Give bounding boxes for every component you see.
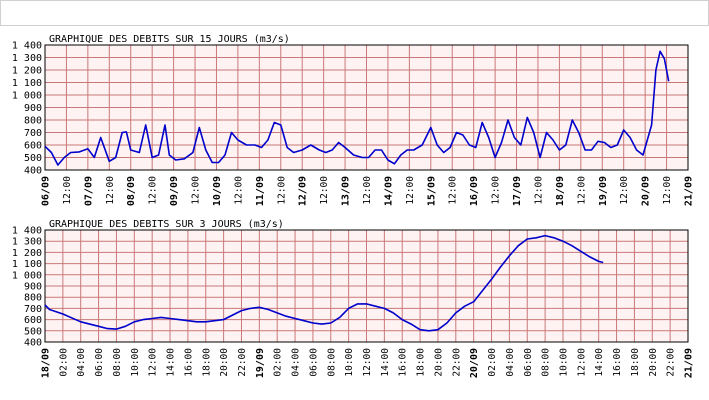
x-time-label: 12:00 (319, 176, 330, 205)
x-time-label: 22:00 (666, 348, 677, 377)
x-date-label: 21/09 (684, 176, 695, 206)
x-time-label: 04:00 (76, 348, 87, 377)
x-date-label: 09/09 (169, 176, 180, 206)
x-date-label: 07/09 (83, 176, 94, 206)
x-time-label: 02:00 (58, 348, 69, 377)
x-date-label: 15/09 (426, 176, 437, 206)
flow-series-line (44, 234, 604, 332)
y-tick-label: 1 000 (12, 91, 42, 102)
x-date-label: 19/09 (255, 348, 266, 378)
y-tick-label: 800 (24, 116, 42, 127)
x-time-label: 08:00 (112, 348, 123, 377)
x-time-label: 06:00 (308, 348, 319, 377)
x-time-label: 06:00 (94, 348, 105, 377)
plot-border (44, 229, 689, 343)
x-time-label: 12:00 (576, 176, 587, 205)
flow-series-line (44, 50, 670, 166)
x-time-label: 12:00 (662, 176, 673, 205)
x-time-label: 22:00 (237, 348, 248, 377)
x-date-label: 06/09 (41, 176, 52, 206)
x-time-label: 14:00 (380, 348, 391, 377)
x-date-label: 20/09 (641, 176, 652, 206)
y-tick-label: 500 (24, 153, 42, 164)
x-time-label: 12:00 (576, 348, 587, 377)
y-tick-label: 1 100 (12, 78, 42, 89)
x-time-label: 12:00 (148, 348, 159, 377)
x-time-label: 04:00 (505, 348, 516, 377)
chart-title: GRAPHIQUE DES DEBITS SUR 15 JOURS (m3/s) (49, 34, 290, 45)
x-time-label: 02:00 (273, 348, 284, 377)
x-time-label: 20:00 (648, 348, 659, 377)
x-date-label: 13/09 (341, 176, 352, 206)
y-tick-label: 800 (24, 293, 42, 304)
x-time-label: 20:00 (219, 348, 230, 377)
x-date-label: 14/09 (383, 176, 394, 206)
x-time-label: 08:00 (541, 348, 552, 377)
x-time-label: 12:00 (105, 176, 116, 205)
x-time-label: 20:00 (433, 348, 444, 377)
x-time-label: 16:00 (398, 348, 409, 377)
y-tick-label: 1 400 (12, 41, 42, 52)
x-time-label: 12:00 (362, 176, 373, 205)
x-time-label: 12:00 (405, 176, 416, 205)
x-time-label: 16:00 (612, 348, 623, 377)
x-time-label: 12:00 (491, 176, 502, 205)
x-date-label: 17/09 (512, 176, 523, 206)
x-time-label: 16:00 (183, 348, 194, 377)
x-time-label: 12:00 (533, 176, 544, 205)
x-time-label: 14:00 (166, 348, 177, 377)
plot-border (44, 44, 689, 171)
x-date-label: 11/09 (255, 176, 266, 206)
x-time-label: 10:00 (130, 348, 141, 377)
x-time-label: 12:00 (448, 176, 459, 205)
y-tick-label: 1 000 (12, 270, 42, 281)
y-tick-label: 600 (24, 315, 42, 326)
y-tick-label: 1 300 (12, 53, 42, 64)
y-tick-label: 600 (24, 141, 42, 152)
y-tick-label: 900 (24, 282, 42, 293)
x-time-label: 14:00 (594, 348, 605, 377)
y-tick-label: 1 200 (12, 248, 42, 259)
y-tick-label: 1 100 (12, 259, 42, 270)
x-time-label: 10:00 (344, 348, 355, 377)
x-time-label: 04:00 (291, 348, 302, 377)
y-tick-label: 500 (24, 326, 42, 337)
y-tick-label: 900 (24, 103, 42, 114)
x-date-label: 19/09 (598, 176, 609, 206)
x-time-label: 18:00 (630, 348, 641, 377)
x-time-label: 12:00 (233, 176, 244, 205)
x-time-label: 10:00 (558, 348, 569, 377)
chart-title: GRAPHIQUE DES DEBITS SUR 3 JOURS (m3/s) (49, 219, 284, 230)
x-date-label: 16/09 (469, 176, 480, 206)
x-time-label: 18:00 (201, 348, 212, 377)
y-tick-label: 400 (24, 338, 42, 349)
y-tick-label: 400 (24, 166, 42, 177)
y-tick-label: 700 (24, 304, 42, 315)
x-time-label: 12:00 (62, 176, 73, 205)
x-time-label: 12:00 (148, 176, 159, 205)
x-date-label: 10/09 (212, 176, 223, 206)
y-tick-label: 1 200 (12, 66, 42, 77)
x-date-label: 20/09 (469, 348, 480, 378)
x-time-label: 12:00 (362, 348, 373, 377)
x-time-label: 22:00 (451, 348, 462, 377)
top-frame (0, 0, 709, 26)
x-time-label: 12:00 (619, 176, 630, 205)
x-time-label: 06:00 (523, 348, 534, 377)
y-tick-label: 1 400 (12, 226, 42, 237)
x-date-label: 18/09 (41, 348, 52, 378)
x-time-label: 08:00 (326, 348, 337, 377)
y-tick-label: 700 (24, 128, 42, 139)
x-time-label: 12:00 (191, 176, 202, 205)
x-time-label: 02:00 (487, 348, 498, 377)
y-tick-label: 1 300 (12, 237, 42, 248)
x-date-label: 12/09 (298, 176, 309, 206)
x-time-label: 12:00 (276, 176, 287, 205)
x-date-label: 08/09 (126, 176, 137, 206)
x-date-label: 21/09 (684, 348, 695, 378)
x-time-label: 18:00 (416, 348, 427, 377)
x-date-label: 18/09 (555, 176, 566, 206)
